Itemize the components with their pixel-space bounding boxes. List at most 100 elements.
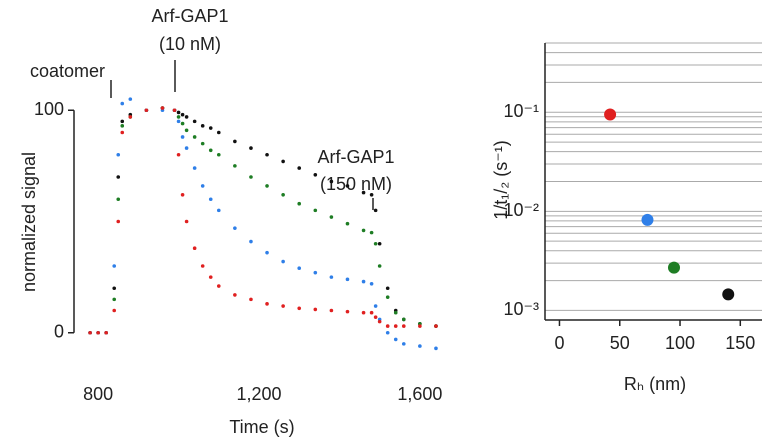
data-point — [216, 208, 221, 213]
data-point — [208, 275, 213, 279]
data-point — [208, 197, 213, 202]
y-tick-label: 10⁻¹ — [503, 101, 539, 121]
data-point — [180, 121, 185, 126]
data-point — [88, 330, 92, 335]
data-point — [116, 175, 121, 179]
data-point — [281, 304, 285, 308]
data-point — [120, 101, 125, 106]
data-point — [144, 108, 149, 113]
data-point — [373, 241, 378, 246]
data-point — [434, 346, 438, 351]
data-point — [281, 259, 285, 264]
data-point — [249, 175, 253, 179]
data-point — [112, 297, 117, 302]
data-point — [192, 166, 197, 170]
x-tick-label: 1,200 — [236, 384, 281, 404]
data-point — [434, 324, 438, 328]
data-point — [184, 115, 189, 119]
data-point — [120, 130, 125, 135]
data-point — [297, 201, 302, 206]
data-point — [208, 148, 213, 153]
data-point — [265, 152, 269, 157]
data-point — [216, 284, 221, 288]
data-point — [233, 293, 237, 297]
data-point — [377, 241, 382, 246]
data-point — [104, 330, 108, 335]
data-point — [116, 152, 121, 157]
data-point — [385, 295, 390, 299]
x-axis-label: Time (s) — [229, 417, 294, 437]
data-point — [216, 152, 221, 157]
data-point — [200, 184, 205, 188]
data-point — [373, 208, 378, 213]
data-point — [116, 197, 121, 202]
data-point — [176, 110, 181, 115]
data-point — [233, 226, 237, 230]
data-point — [96, 330, 100, 335]
data-point — [373, 315, 378, 319]
data-point — [345, 277, 350, 282]
data-point — [233, 164, 237, 168]
data-point — [369, 282, 374, 286]
data-point — [345, 309, 350, 314]
data-point — [361, 190, 366, 195]
data-point — [313, 307, 318, 312]
data-point — [361, 228, 366, 233]
y-axis-label: normalized signal — [19, 152, 39, 292]
annotation: Arf-GAP1 — [151, 6, 228, 26]
data-point — [120, 124, 125, 128]
data-point — [208, 126, 213, 130]
data-point — [128, 115, 133, 119]
data-point — [176, 115, 181, 119]
data-point — [345, 221, 350, 226]
x-tick-label: 150 — [725, 333, 755, 353]
data-point — [281, 193, 285, 197]
y-axis-label: 1/t₁/₂ (s⁻¹) — [491, 140, 511, 220]
data-point — [176, 119, 181, 124]
annotation: coatomer — [30, 61, 105, 81]
annotation: Arf-GAP1 — [317, 147, 394, 167]
data-point — [184, 128, 189, 133]
annotation: (10 nM) — [159, 34, 221, 54]
data-point — [265, 302, 269, 306]
x-tick-label: 50 — [610, 333, 630, 353]
data-point — [180, 193, 185, 197]
data-point — [200, 264, 205, 268]
data-point — [369, 193, 374, 197]
data-point — [361, 310, 366, 315]
data-point — [265, 250, 269, 255]
y-tick-label: 10⁻³ — [503, 299, 539, 319]
data-point — [192, 135, 197, 139]
data-point — [112, 308, 117, 313]
data-point — [329, 179, 334, 184]
data-point — [313, 270, 318, 275]
data-point — [192, 119, 197, 124]
x-tick-label: 100 — [665, 333, 695, 353]
data-point — [313, 208, 318, 213]
data-point — [249, 239, 253, 244]
data-point — [401, 324, 406, 328]
data-point — [369, 310, 374, 315]
data-point — [116, 219, 121, 224]
data-point — [385, 330, 390, 335]
data-point — [313, 172, 318, 177]
y-tick-label: 0 — [54, 322, 64, 342]
data-point — [176, 152, 181, 157]
data-point — [233, 139, 237, 144]
data-point — [722, 288, 735, 301]
data-point — [297, 266, 302, 271]
data-point — [373, 304, 378, 308]
data-point — [160, 106, 165, 110]
x-tick-label: 1,600 — [397, 384, 442, 404]
data-point — [120, 119, 125, 124]
data-point — [200, 141, 205, 146]
data-point — [393, 324, 398, 328]
data-point — [329, 215, 334, 219]
data-point — [184, 146, 189, 150]
data-point — [329, 308, 334, 313]
x-axis-label: Rₕ (nm) — [624, 374, 686, 394]
data-point — [297, 166, 302, 170]
data-point — [385, 324, 390, 328]
data-point — [641, 213, 654, 226]
